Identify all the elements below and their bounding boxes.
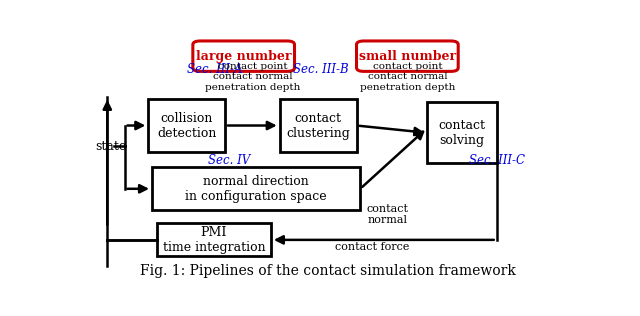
Text: state: state	[95, 140, 126, 153]
Text: Sec. IV: Sec. IV	[207, 154, 250, 167]
Text: Fig. 1: Pipelines of the contact simulation framework: Fig. 1: Pipelines of the contact simulat…	[140, 264, 516, 277]
Text: PMI
time integration: PMI time integration	[163, 226, 265, 254]
Text: contact point
contact normal
penetration depth: contact point contact normal penetration…	[205, 62, 300, 92]
Text: contact
clustering: contact clustering	[286, 112, 350, 140]
Text: collision
detection: collision detection	[157, 112, 216, 140]
FancyBboxPatch shape	[193, 41, 294, 71]
FancyBboxPatch shape	[157, 223, 271, 256]
Text: Sec. III-B: Sec. III-B	[293, 63, 349, 76]
Text: large number: large number	[196, 50, 291, 63]
Text: contact
normal: contact normal	[367, 204, 408, 225]
Text: normal direction
in configuration space: normal direction in configuration space	[185, 175, 327, 203]
FancyBboxPatch shape	[428, 102, 497, 163]
FancyBboxPatch shape	[152, 167, 360, 210]
Text: contact force: contact force	[335, 242, 410, 252]
FancyBboxPatch shape	[280, 99, 356, 152]
Text: Sec. III-A: Sec. III-A	[187, 63, 242, 76]
Text: small number: small number	[359, 50, 456, 63]
FancyBboxPatch shape	[356, 41, 458, 71]
Text: contact point
contact normal
penetration depth: contact point contact normal penetration…	[360, 62, 455, 92]
FancyBboxPatch shape	[148, 99, 225, 152]
Text: Sec. III-C: Sec. III-C	[468, 154, 525, 167]
Text: contact
solving: contact solving	[438, 119, 485, 147]
